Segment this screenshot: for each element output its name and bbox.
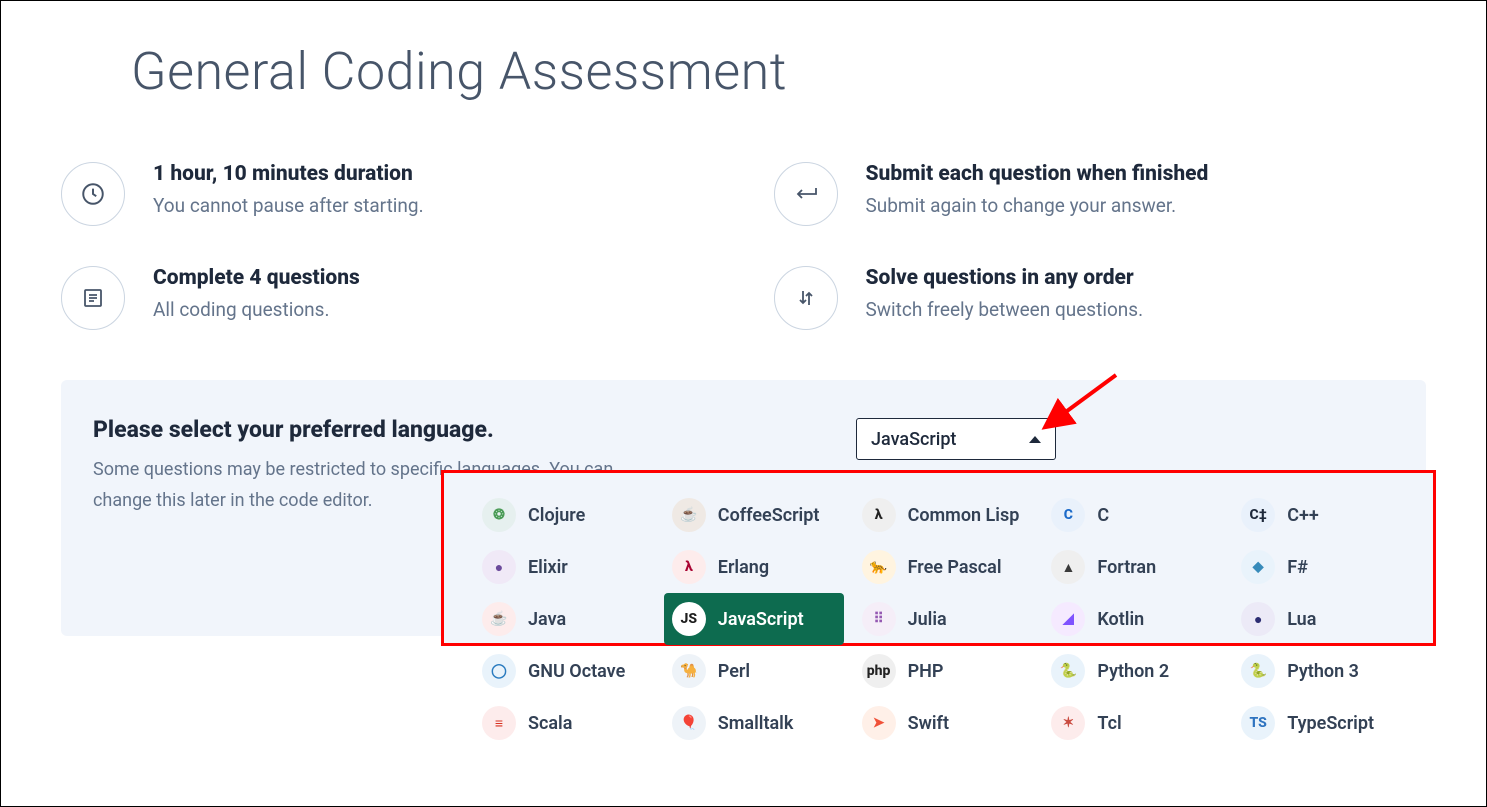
language-icon: ≡ — [482, 706, 516, 740]
language-option-java[interactable]: ☕ Java — [474, 593, 654, 645]
return-icon — [774, 162, 838, 226]
language-label: Kotlin — [1097, 609, 1144, 630]
language-icon: ● — [482, 550, 516, 584]
language-icon: ● — [1241, 602, 1275, 636]
language-label: TypeScript — [1287, 713, 1374, 734]
language-icon: ◆ — [1241, 550, 1275, 584]
language-label: Clojure — [528, 505, 585, 526]
language-select[interactable]: JavaScript — [856, 418, 1056, 460]
info-sub: Switch freely between questions. — [866, 298, 1144, 321]
language-icon: 🐪 — [672, 654, 706, 688]
language-icon: 🎈 — [672, 706, 706, 740]
language-icon: 🐍 — [1051, 654, 1085, 688]
language-label: F# — [1287, 557, 1308, 578]
language-label: C — [1097, 505, 1109, 526]
language-option-coffeescript[interactable]: ☕ CoffeeScript — [664, 489, 844, 541]
language-label: PHP — [908, 661, 944, 682]
language-label: Lua — [1287, 609, 1316, 630]
language-option-common-lisp[interactable]: λ Common Lisp — [854, 489, 1034, 541]
language-option-fortran[interactable]: ▲ Fortran — [1043, 541, 1223, 593]
swap-icon — [774, 266, 838, 330]
language-icon: ☕ — [482, 602, 516, 636]
info-sub: Submit again to change your answer. — [866, 194, 1209, 217]
info-heading: Solve questions in any order — [866, 266, 1144, 290]
language-label: Fortran — [1097, 557, 1156, 578]
language-option-julia[interactable]: ⠿ Julia — [854, 593, 1034, 645]
language-option-c-[interactable]: C‡ C++ — [1233, 489, 1413, 541]
info-heading: Complete 4 questions — [153, 266, 360, 290]
language-label: Scala — [528, 713, 572, 734]
language-label: Swift — [908, 713, 949, 734]
caret-up-icon — [1029, 436, 1041, 443]
language-option-f-[interactable]: ◆ F# — [1233, 541, 1413, 593]
info-duration: 1 hour, 10 minutes duration You cannot p… — [61, 162, 714, 226]
clock-icon — [61, 162, 125, 226]
language-label: C++ — [1287, 505, 1319, 526]
language-icon: ◯ — [482, 654, 516, 688]
language-icon: ☕ — [672, 498, 706, 532]
language-option-typescript[interactable]: TS TypeScript — [1233, 697, 1413, 749]
info-grid: 1 hour, 10 minutes duration You cannot p… — [61, 162, 1426, 330]
language-option-lua[interactable]: ● Lua — [1233, 593, 1413, 645]
language-option-php[interactable]: php PHP — [854, 645, 1034, 697]
language-option-javascript[interactable]: JS JavaScript — [664, 593, 844, 645]
language-icon: ▲ — [1051, 550, 1085, 584]
language-label: Python 2 — [1097, 661, 1169, 682]
language-heading: Please select your preferred language. — [93, 416, 1394, 443]
info-heading: 1 hour, 10 minutes duration — [153, 162, 424, 186]
language-icon: λ — [862, 498, 896, 532]
info-order: Solve questions in any order Switch free… — [774, 266, 1427, 330]
language-label: CoffeeScript — [718, 505, 820, 526]
language-label: Python 3 — [1287, 661, 1359, 682]
info-sub: All coding questions. — [153, 298, 360, 321]
list-icon — [61, 266, 125, 330]
language-label: JavaScript — [718, 609, 804, 630]
info-sub: You cannot pause after starting. — [153, 194, 424, 217]
language-option-scala[interactable]: ≡ Scala — [474, 697, 654, 749]
language-option-c[interactable]: CC — [1043, 489, 1223, 541]
info-questions: Complete 4 questions All coding question… — [61, 266, 714, 330]
language-option-clojure[interactable]: ❂ Clojure — [474, 489, 654, 541]
language-option-python-2[interactable]: 🐍 Python 2 — [1043, 645, 1223, 697]
language-label: Julia — [908, 609, 947, 630]
language-option-erlang[interactable]: λ Erlang — [664, 541, 844, 593]
language-icon: ◢ — [1051, 602, 1085, 636]
info-heading: Submit each question when finished — [866, 162, 1209, 186]
language-label: Common Lisp — [908, 505, 1020, 526]
language-select-value: JavaScript — [871, 429, 956, 450]
language-option-gnu-octave[interactable]: ◯ GNU Octave — [474, 645, 654, 697]
language-icon: TS — [1241, 706, 1275, 740]
language-label: GNU Octave — [528, 661, 625, 682]
language-option-elixir[interactable]: ● Elixir — [474, 541, 654, 593]
language-option-swift[interactable]: ➤ Swift — [854, 697, 1034, 749]
language-dropdown[interactable]: ❂ Clojure ☕ CoffeeScript λ Common Lisp CC C‡ C++… — [441, 470, 1436, 646]
language-option-perl[interactable]: 🐪 Perl — [664, 645, 844, 697]
language-icon: λ — [672, 550, 706, 584]
language-label: Elixir — [528, 557, 568, 578]
page-title: General Coding Assessment — [131, 41, 1426, 102]
info-submit: Submit each question when finished Submi… — [774, 162, 1427, 226]
language-label: Free Pascal — [908, 557, 1002, 578]
language-label: Smalltalk — [718, 713, 794, 734]
language-icon: php — [862, 654, 896, 688]
language-icon: ❂ — [482, 498, 516, 532]
language-icon: JS — [672, 602, 706, 636]
language-panel: Please select your preferred language. S… — [61, 380, 1426, 636]
language-icon: C — [1051, 498, 1085, 532]
language-icon: C‡ — [1241, 498, 1275, 532]
language-label: Perl — [718, 661, 750, 682]
language-option-python-3[interactable]: 🐍 Python 3 — [1233, 645, 1413, 697]
language-icon: 🐆 — [862, 550, 896, 584]
language-label: Java — [528, 609, 566, 630]
language-icon: ✶ — [1051, 706, 1085, 740]
language-option-free-pascal[interactable]: 🐆 Free Pascal — [854, 541, 1034, 593]
language-option-smalltalk[interactable]: 🎈 Smalltalk — [664, 697, 844, 749]
language-label: Erlang — [718, 557, 769, 578]
language-icon: 🐍 — [1241, 654, 1275, 688]
language-option-kotlin[interactable]: ◢ Kotlin — [1043, 593, 1223, 645]
language-option-tcl[interactable]: ✶ Tcl — [1043, 697, 1223, 749]
language-label: Tcl — [1097, 713, 1121, 734]
language-icon: ⠿ — [862, 602, 896, 636]
language-icon: ➤ — [862, 706, 896, 740]
